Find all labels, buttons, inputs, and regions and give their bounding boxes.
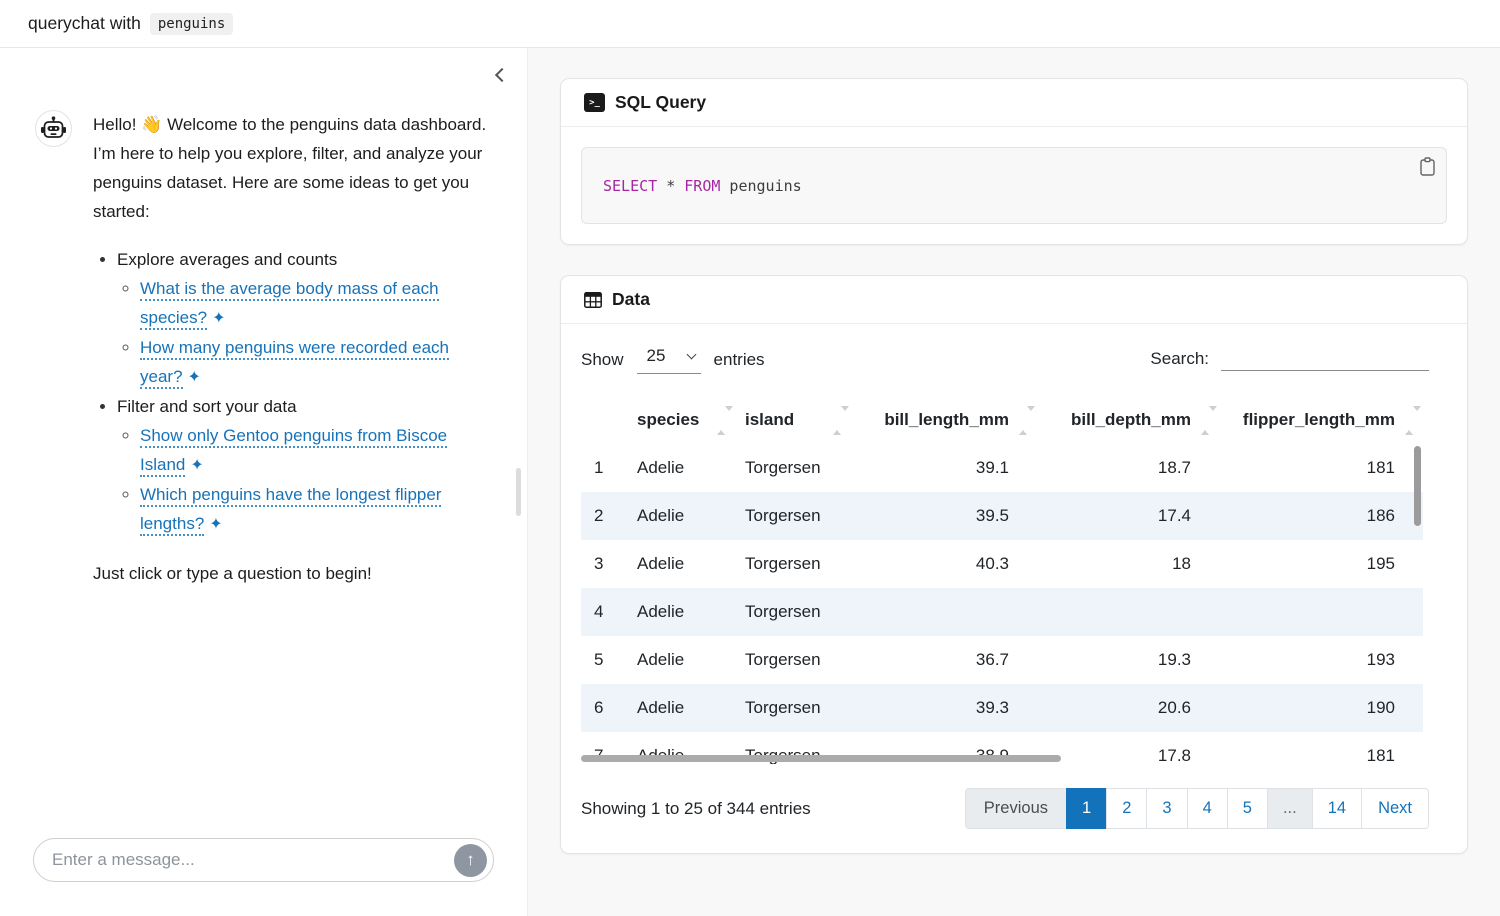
data-card-body: Show 25 entries Search:	[561, 324, 1467, 853]
app-title-dataset-chip: penguins	[149, 12, 234, 35]
table-icon	[584, 291, 602, 308]
sort-icon	[1201, 406, 1217, 435]
sql-code-text: SELECT * FROM penguins	[603, 177, 1425, 195]
suggestion-group-label: Explore averages and counts	[117, 250, 338, 269]
up-arrow-icon: ↑	[466, 850, 475, 869]
pagination-next[interactable]: Next	[1361, 788, 1429, 829]
chevron-left-icon	[494, 67, 510, 83]
chat-sidebar: Hello! 👋 Welcome to the penguins data da…	[0, 48, 528, 916]
entries-summary: Showing 1 to 25 of 344 entries	[581, 798, 811, 818]
data-card: Data Show 25 entries Search:	[560, 275, 1468, 854]
sql-table-name: penguins	[720, 177, 802, 195]
column-header-island[interactable]: island	[735, 398, 851, 444]
pagination-page-5[interactable]: 5	[1226, 788, 1268, 829]
chat-input-bar: ↑	[33, 838, 494, 882]
pagination-page-1[interactable]: 1	[1066, 788, 1108, 829]
horizontal-scrollbar[interactable]	[581, 755, 1061, 762]
sql-keyword: FROM	[684, 177, 721, 195]
table-row[interactable]: 5 Adelie Torgersen 36.7 19.3 193	[594, 650, 1395, 669]
sparkle-icon: ✦	[209, 516, 223, 533]
sparkle-icon: ✦	[190, 457, 204, 474]
table-header-row: species island bill_length_mm bill_depth…	[581, 398, 1423, 444]
sparkle-icon: ✦	[187, 369, 201, 386]
search-input[interactable]	[1221, 346, 1429, 371]
suggestion-group-label: Filter and sort your data	[117, 397, 297, 416]
assistant-message-body: Hello! 👋 Welcome to the penguins data da…	[93, 110, 491, 588]
suggestion-link-penguins-per-year[interactable]: How many penguins were recorded each yea…	[140, 338, 450, 389]
sort-icon	[1019, 406, 1035, 435]
app-title-text: querychat with	[28, 13, 141, 33]
robot-avatar	[35, 110, 72, 147]
assistant-message: Hello! 👋 Welcome to the penguins data da…	[35, 110, 497, 588]
table-row[interactable]: 1 Adelie Torgersen 39.1 18.7 181	[594, 458, 1395, 477]
copy-icon[interactable]	[1420, 157, 1435, 181]
data-table: species island bill_length_mm bill_depth…	[581, 398, 1423, 764]
page-length-control: Show 25 entries	[581, 346, 765, 374]
column-header-species[interactable]: species	[627, 398, 735, 444]
show-label: Show	[581, 350, 624, 369]
column-header-index	[581, 398, 627, 444]
sort-icon	[1405, 406, 1421, 435]
main-panel: >_ SQL Query SELECT * FROM penguins Dat	[528, 48, 1500, 916]
page-length-select[interactable]: 25	[636, 346, 701, 374]
list-item: What is the average body mass of each sp…	[140, 274, 491, 333]
list-item: How many penguins were recorded each yea…	[140, 333, 491, 392]
table-controls: Show 25 entries Search:	[581, 346, 1447, 374]
sql-query-card-title: SQL Query	[615, 92, 707, 112]
closing-text: Just click or type a question to begin!	[93, 564, 372, 583]
sql-query-card-header: >_ SQL Query	[561, 79, 1467, 127]
pagination: Previous 1 2 3 4 5 ... 14 Next	[964, 788, 1429, 829]
suggestion-list: Explore averages and counts What is the …	[93, 245, 491, 539]
search-control: Search:	[1150, 346, 1429, 371]
page-length-value: 25	[646, 346, 666, 365]
chevron-down-icon	[686, 349, 696, 360]
pagination-previous[interactable]: Previous	[964, 788, 1067, 829]
table-row[interactable]: 2 Adelie Torgersen 39.5 17.4 186	[581, 492, 1423, 540]
column-header-bill-depth[interactable]: bill_depth_mm	[1037, 398, 1219, 444]
chat-message-input[interactable]	[52, 850, 454, 870]
entries-label: entries	[713, 350, 765, 369]
column-header-flipper-length[interactable]: flipper_length_mm	[1219, 398, 1423, 444]
greeting-text: Hello! 👋 Welcome to the penguins data da…	[93, 115, 487, 221]
column-header-bill-length[interactable]: bill_length_mm	[851, 398, 1037, 444]
top-bar: querychat with penguins	[0, 0, 1500, 48]
sidebar-collapse-button[interactable]	[491, 66, 511, 86]
data-card-title: Data	[612, 289, 650, 309]
pagination-page-4[interactable]: 4	[1186, 788, 1228, 829]
list-item: Show only Gentoo penguins from Biscoe Is…	[140, 421, 491, 480]
sql-star: *	[657, 177, 685, 195]
sql-code-block: SELECT * FROM penguins	[581, 147, 1447, 224]
table-scroll-area: species island bill_length_mm bill_depth…	[581, 398, 1447, 764]
sql-query-card: >_ SQL Query SELECT * FROM penguins	[560, 78, 1468, 245]
data-card-header: Data	[561, 276, 1467, 324]
sort-icon	[833, 406, 849, 435]
send-button[interactable]: ↑	[454, 843, 487, 877]
suggestion-link-avg-body-mass[interactable]: What is the average body mass of each sp…	[140, 279, 439, 330]
sparkle-icon: ✦	[212, 310, 226, 327]
app-title: querychat with penguins	[28, 12, 234, 35]
pagination-page-3[interactable]: 3	[1146, 788, 1188, 829]
table-row[interactable]: 4 Adelie Torgersen	[581, 588, 1423, 636]
list-item: Which penguins have the longest flipper …	[140, 480, 491, 539]
pagination-ellipsis: ...	[1266, 788, 1313, 829]
vertical-scrollbar[interactable]	[1414, 446, 1421, 526]
sql-keyword: SELECT	[603, 177, 658, 195]
terminal-icon: >_	[584, 93, 605, 112]
sort-icon	[717, 406, 733, 435]
search-label: Search:	[1150, 348, 1209, 368]
suggestion-group-filter: Filter and sort your data Show only Gent…	[117, 392, 491, 539]
suggestion-group-averages: Explore averages and counts What is the …	[117, 245, 491, 392]
table-footer: Showing 1 to 25 of 344 entries Previous …	[581, 788, 1447, 829]
table-row[interactable]: 6 Adelie Torgersen 39.3 20.6 190	[581, 684, 1423, 732]
robot-icon	[41, 116, 66, 138]
sidebar-scrollbar[interactable]	[516, 468, 521, 516]
pagination-page-14[interactable]: 14	[1311, 788, 1363, 829]
suggestion-link-gentoo-biscoe[interactable]: Show only Gentoo penguins from Biscoe Is…	[140, 426, 448, 477]
pagination-page-2[interactable]: 2	[1106, 788, 1148, 829]
table-row[interactable]: 3 Adelie Torgersen 40.3 18 195	[594, 554, 1395, 573]
suggestion-link-longest-flippers[interactable]: Which penguins have the longest flipper …	[140, 485, 442, 536]
